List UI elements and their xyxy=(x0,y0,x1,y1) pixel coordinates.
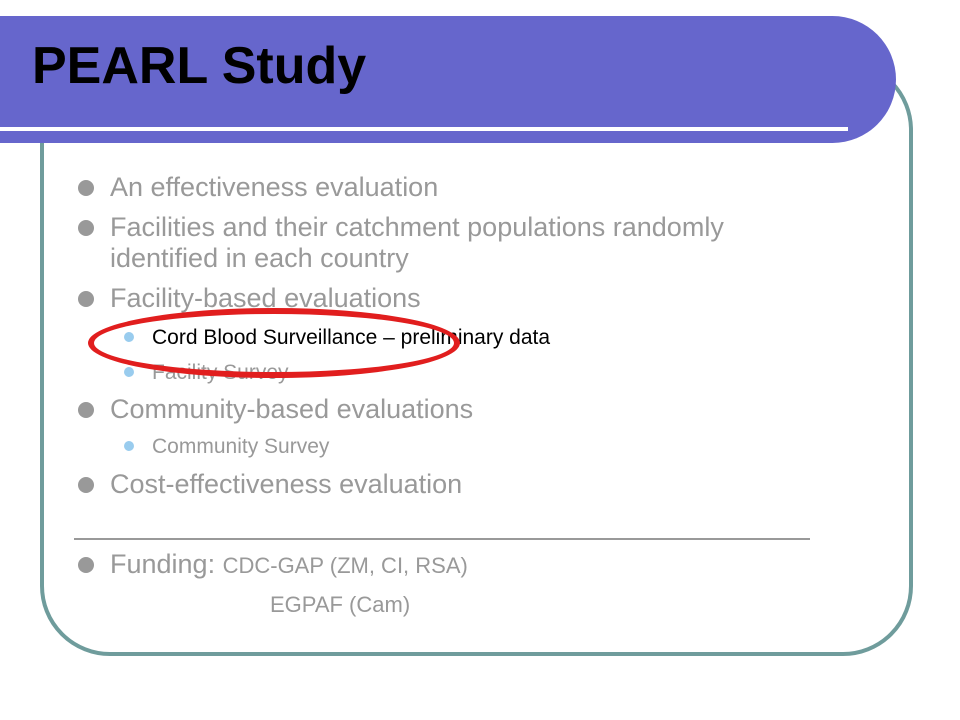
sub-bullet-dot xyxy=(124,332,134,342)
cord-blood-label: Cord Blood Surveillance xyxy=(152,326,378,349)
title-underline xyxy=(0,127,848,131)
bullet-facility-based: Facility-based evaluations xyxy=(110,283,421,313)
funding-label: Funding: xyxy=(110,549,223,579)
cord-blood-suffix: – preliminary data xyxy=(377,326,551,349)
slide-title: PEARL Study xyxy=(32,37,367,95)
sub-bullet-dot xyxy=(124,441,134,451)
bullet-dot xyxy=(78,291,94,307)
funding-line: Funding: CDC-GAP (ZM, CI, RSA) xyxy=(110,549,468,581)
sub-bullet-cord-blood: Cord Blood Surveillance – preliminary da… xyxy=(152,325,550,350)
bullet-dot xyxy=(78,220,94,236)
bullet-dot xyxy=(78,180,94,196)
bullet-facilities-line1: Facilities and their catchment populatio… xyxy=(110,212,724,242)
bullet-dot xyxy=(78,477,94,493)
funding-cdc-gap: CDC-GAP (ZM, CI, RSA) xyxy=(222,553,468,578)
bullet-dot xyxy=(78,557,94,573)
bullet-dot xyxy=(78,402,94,418)
content-frame xyxy=(40,60,913,656)
bullet-cost-effectiveness: Cost-effectiveness evaluation xyxy=(110,469,463,499)
sub-bullet-community-survey: Community Survey xyxy=(152,435,330,458)
bullet-facilities-line2: identified in each country xyxy=(110,243,409,273)
bullet-effectiveness: An effectiveness evaluation xyxy=(110,172,439,202)
funding-egpaf: EGPAF (Cam) xyxy=(270,592,411,617)
sub-bullet-facility-survey: Facility Survey xyxy=(152,361,289,384)
title-band xyxy=(0,16,896,143)
sub-bullet-dot xyxy=(124,367,134,377)
bullet-community-based: Community-based evaluations xyxy=(110,394,474,424)
divider-line xyxy=(74,538,810,540)
